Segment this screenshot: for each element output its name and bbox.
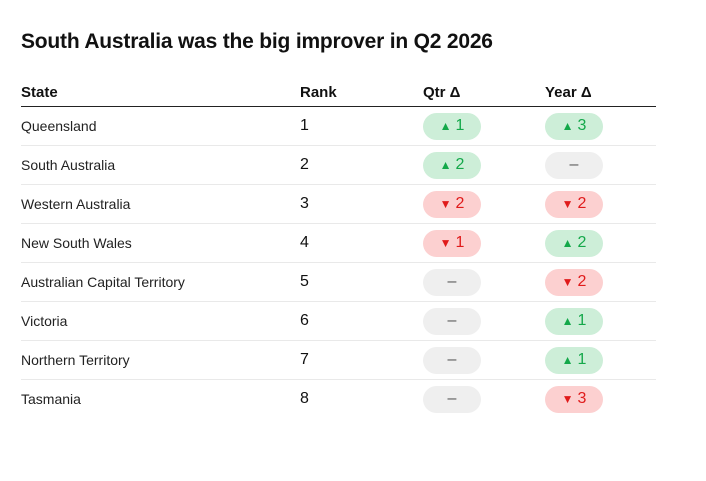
state-cell: Queensland bbox=[21, 106, 300, 146]
table-row: Northern Territory 7 – ▲ 1 bbox=[21, 340, 656, 380]
qtr-change-cell: – bbox=[423, 340, 545, 380]
rank-cell: 3 bbox=[300, 184, 423, 224]
arrow-down-icon: ▼ bbox=[561, 392, 574, 406]
qtr-change-value: – bbox=[447, 312, 457, 329]
qtr-change-badge: ▼ 2 bbox=[423, 190, 481, 218]
year-change-badge: ▲ 3 bbox=[545, 112, 603, 140]
table-row: New South Wales 4 ▼ 1 ▲ 2 bbox=[21, 223, 656, 263]
arrow-up-icon: ▲ bbox=[561, 353, 574, 367]
qtr-change-badge: – bbox=[423, 346, 481, 374]
qtr-change-value: 2 bbox=[455, 195, 465, 212]
table-header: State Rank Qtr Δ Year Δ bbox=[21, 78, 656, 107]
rank-cell: 7 bbox=[300, 340, 423, 380]
qtr-change-badge: ▼ 1 bbox=[423, 229, 481, 257]
state-cell: Tasmania bbox=[21, 391, 81, 407]
state-cell: Northern Territory bbox=[21, 340, 300, 380]
qtr-change-cell: ▲ 1 bbox=[423, 106, 545, 146]
arrow-up-icon: ▲ bbox=[439, 119, 452, 133]
qtr-change-badge: – bbox=[423, 268, 481, 296]
qtr-change-badge: – bbox=[423, 307, 481, 335]
rank-cell: 2 bbox=[300, 145, 423, 185]
rank-cell: 4 bbox=[300, 223, 423, 263]
column-header-year: Year Δ bbox=[545, 78, 656, 107]
year-change-value: 1 bbox=[577, 312, 587, 329]
year-change-badge: ▲ 1 bbox=[545, 346, 603, 374]
year-change-value: 3 bbox=[577, 390, 587, 407]
year-change-value: 2 bbox=[577, 195, 587, 212]
year-change-badge: ▲ 2 bbox=[545, 229, 603, 257]
year-change-value: 1 bbox=[577, 351, 587, 368]
year-change-cell: ▼ 2 bbox=[545, 262, 656, 302]
table-row: Queensland 1 ▲ 1 ▲ 3 bbox=[21, 106, 656, 146]
header-row: State Rank Qtr Δ Year Δ bbox=[21, 78, 656, 107]
year-change-badge: ▲ 1 bbox=[545, 307, 603, 335]
arrow-up-icon: ▲ bbox=[439, 158, 452, 172]
state-cell: South Australia bbox=[21, 145, 300, 185]
table-row: Western Australia 3 ▼ 2 ▼ 2 bbox=[21, 184, 656, 224]
year-change-badge: ▼ 2 bbox=[545, 268, 603, 296]
page: South Australia was the big improver in … bbox=[21, 28, 656, 413]
year-change-value: 2 bbox=[577, 234, 587, 251]
table-row: Australian Capital Territory 5 – ▼ 2 bbox=[21, 262, 656, 302]
arrow-down-icon: ▼ bbox=[439, 236, 452, 250]
qtr-change-value: 1 bbox=[455, 234, 465, 251]
qtr-change-value: 2 bbox=[455, 156, 465, 173]
qtr-change-cell: – bbox=[423, 262, 545, 302]
year-change-badge: ▼ 3 bbox=[545, 385, 603, 413]
rank-cell: 1 bbox=[300, 106, 423, 146]
qtr-change-badge: – bbox=[423, 385, 481, 413]
qtr-change-cell: – bbox=[423, 301, 545, 341]
year-change-cell: ▼ 2 bbox=[545, 184, 656, 224]
qtr-change-cell: ▼ 1 bbox=[423, 223, 545, 263]
qtr-change-cell: ▼ 2 bbox=[423, 184, 545, 224]
column-header-state: State bbox=[21, 78, 300, 107]
qtr-change-value: 1 bbox=[455, 117, 465, 134]
column-header-rank: Rank bbox=[300, 78, 423, 107]
year-change-value: – bbox=[569, 156, 579, 173]
arrow-up-icon: ▲ bbox=[561, 119, 574, 133]
page-title: South Australia was the big improver in … bbox=[21, 30, 493, 53]
table-body: Queensland 1 ▲ 1 ▲ 3 South Australia 2 ▲ 2 … bbox=[21, 106, 656, 419]
qtr-change-badge: ▲ 1 bbox=[423, 112, 481, 140]
year-change-badge: ▼ 2 bbox=[545, 190, 603, 218]
year-change-cell: – bbox=[545, 145, 656, 185]
rank-cell: 6 bbox=[300, 301, 423, 341]
year-change-badge: – bbox=[545, 151, 603, 179]
qtr-change-value: – bbox=[447, 351, 457, 368]
year-change-value: 2 bbox=[577, 273, 587, 290]
state-cell: Australian Capital Territory bbox=[21, 262, 300, 302]
qtr-change-badge: ▲ 2 bbox=[423, 151, 481, 179]
arrow-up-icon: ▲ bbox=[561, 236, 574, 250]
table-row: Victoria 6 – ▲ 1 bbox=[21, 301, 656, 341]
year-change-cell: ▲ 1 bbox=[545, 301, 656, 341]
year-change-cell: ▲ 1 bbox=[545, 340, 656, 380]
column-header-qtr: Qtr Δ bbox=[423, 78, 545, 107]
arrow-down-icon: ▼ bbox=[561, 197, 574, 211]
year-change-cell: ▲ 3 bbox=[545, 106, 656, 146]
table-row: Tasmania 8 – ▼ 3 bbox=[21, 380, 656, 419]
arrow-down-icon: ▼ bbox=[561, 275, 574, 289]
year-change-cell: ▼ 3 bbox=[545, 380, 656, 419]
arrow-down-icon: ▼ bbox=[439, 197, 452, 211]
state-cell: Western Australia bbox=[21, 184, 300, 224]
rank-cell: 8 bbox=[300, 390, 309, 407]
year-change-value: 3 bbox=[577, 117, 587, 134]
qtr-change-cell: ▲ 2 bbox=[423, 145, 545, 185]
ranking-table: State Rank Qtr Δ Year Δ Queensland 1 ▲ 1 … bbox=[21, 78, 656, 418]
table-row: South Australia 2 ▲ 2 – bbox=[21, 145, 656, 185]
qtr-change-cell: – bbox=[423, 380, 545, 419]
state-cell: New South Wales bbox=[21, 223, 300, 263]
rank-cell: 5 bbox=[300, 262, 423, 302]
arrow-up-icon: ▲ bbox=[561, 314, 574, 328]
qtr-change-value: – bbox=[447, 390, 457, 407]
year-change-cell: ▲ 2 bbox=[545, 223, 656, 263]
state-cell: Victoria bbox=[21, 301, 300, 341]
qtr-change-value: – bbox=[447, 273, 457, 290]
